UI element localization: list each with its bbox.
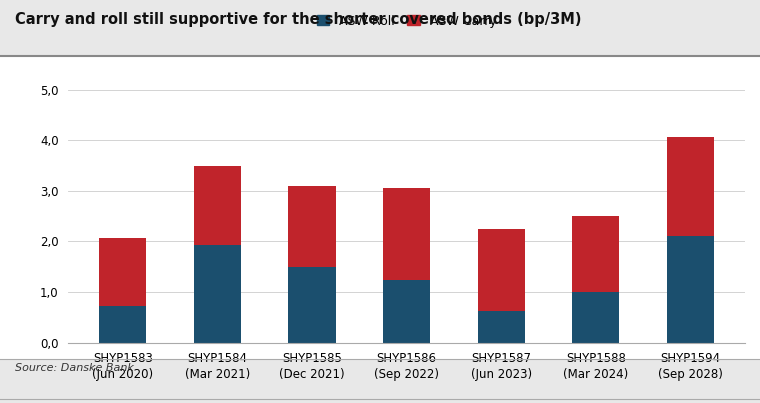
Bar <box>288 186 336 267</box>
Bar <box>99 238 147 306</box>
Bar <box>667 237 714 343</box>
Bar <box>194 166 241 245</box>
Text: Carry and roll still supportive for the shorter covered bonds (bp/3M): Carry and roll still supportive for the … <box>15 12 581 27</box>
Bar <box>477 311 525 343</box>
Bar <box>572 216 619 292</box>
Bar <box>667 137 714 237</box>
Bar <box>477 229 525 311</box>
Bar <box>288 267 336 343</box>
Legend: ASW Roll, ASW Carry: ASW Roll, ASW Carry <box>312 10 502 33</box>
Bar <box>572 292 619 343</box>
Bar <box>383 280 430 343</box>
Text: Source: Danske Bank: Source: Danske Bank <box>15 363 134 373</box>
Bar <box>99 306 147 343</box>
Bar <box>194 245 241 343</box>
Bar <box>383 188 430 280</box>
